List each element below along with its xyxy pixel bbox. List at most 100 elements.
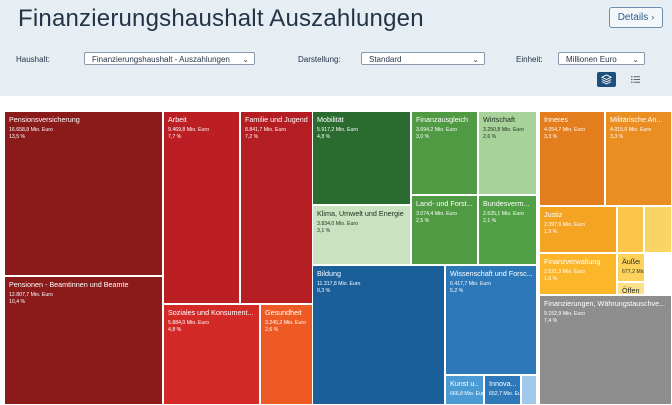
tile-percent: 4,8 % — [317, 134, 331, 140]
treemap-tile[interactable]: Arbeit 9.469,8 Mio. Euro 7,7 % — [163, 111, 240, 304]
tile-value: 9.152,9 Mio. Euro — [544, 311, 585, 317]
tile-percent: 2,1 % — [483, 218, 497, 224]
tile-name: Inneres — [544, 115, 568, 124]
tile-name: Finanzverwaltung — [544, 257, 601, 266]
treemap-tile[interactable]: Finanzierungen, Währungstauschve... 9.152… — [539, 295, 672, 405]
tile-name: Pensionen - Beamtinnen und Beamte — [9, 280, 129, 289]
layers-icon — [601, 74, 612, 85]
treemap-tile[interactable]: Innova... 652,7 Mio. Euro — [484, 375, 521, 405]
tile-value: 2.635,1 Mio. Euro — [483, 211, 524, 217]
tile-percent: 3,1 % — [317, 228, 331, 234]
haushalt-select[interactable]: Finanzierungshaushalt - Auszahlungen ⌄ — [84, 52, 255, 65]
treemap-tile[interactable]: Bildung 11.317,8 Mio. Euro 9,3 % — [312, 265, 445, 405]
tile-percent: 2,5 % — [416, 218, 430, 224]
treemap-tile[interactable]: Finanzausgleich 3.694,2 Mio. Euro 3,0 % — [411, 111, 478, 195]
darstellung-select-value: Standard — [369, 55, 402, 64]
tile-value: 3.834,0 Mio. Euro — [317, 221, 358, 227]
treemap-tile[interactable]: Äußeres 677,2 Mio. Euro — [617, 253, 645, 282]
tile-percent: 7,2 % — [245, 134, 259, 140]
chevron-down-icon: ⌄ — [242, 55, 249, 64]
tile-value: 2.021,3 Mio. Euro — [544, 269, 585, 275]
tile-value: 3.245,2 Mio. Euro — [265, 320, 306, 326]
tile-percent: 7,4 % — [544, 318, 558, 324]
treemap-tile[interactable]: Öffentl... — [617, 282, 645, 295]
treemap-tile[interactable]: Pensionsversicherung 16.658,8 Mio. Euro 13… — [4, 111, 163, 276]
details-button[interactable]: Details › — [609, 7, 663, 28]
tile-percent: 1,9 % — [544, 229, 558, 235]
treemap-tile[interactable]: Inneres 4.054,7 Mio. Euro 3,3 % — [539, 111, 605, 206]
tile-value: 6.417,7 Mio. Euro — [450, 281, 491, 287]
tile-value: 4.054,7 Mio. Euro — [544, 127, 585, 133]
tile-value: 677,2 Mio. Euro — [622, 269, 645, 275]
page-header: Finanzierungshaushalt Auszahlungen Detai… — [0, 0, 672, 96]
tile-value: 5.884,0 Mio. Euro — [168, 320, 209, 326]
tile-value: 11.317,8 Mio. Euro — [317, 281, 361, 287]
tile-name: Wissenschaft und Forsc... — [450, 269, 532, 278]
tile-value: 16.658,8 Mio. Euro — [9, 127, 53, 133]
treemap-tile[interactable]: Land- und Forst... 3.074,4 Mio. Euro 2,5 % — [411, 195, 478, 265]
tile-percent: 4,8 % — [168, 327, 182, 333]
tile-value: 2.397,9 Mio. Euro — [544, 222, 585, 228]
treemap-tile[interactable]: Militärische An... 4.015,0 Mio. Euro 3,3 % — [605, 111, 672, 206]
chevron-down-icon: ⌄ — [632, 55, 639, 64]
darstellung-select[interactable]: Standard ⌄ — [361, 52, 485, 65]
tile-percent: 5,2 % — [450, 288, 464, 294]
tile-value: 652,7 Mio. Euro — [489, 391, 521, 397]
tile-percent: 1,6 % — [544, 276, 558, 282]
treemap-tile[interactable]: Wissenschaft und Forsc... 6.417,7 Mio. Eu… — [445, 265, 537, 375]
tile-value: 8.841,7 Mio. Euro — [245, 127, 286, 133]
treemap-view-button[interactable] — [597, 72, 616, 87]
haushalt-select-value: Finanzierungshaushalt - Auszahlungen — [92, 55, 230, 64]
list-view-button[interactable] — [626, 72, 645, 87]
einheit-select-value: Millionen Euro — [566, 55, 617, 64]
tile-name: Finanzausgleich — [416, 115, 468, 124]
tile-name: Justiz — [544, 210, 563, 219]
tile-name: Bildung — [317, 269, 341, 278]
tile-name: Klima, Umwelt und Energie — [317, 209, 404, 218]
tile-percent: 13,5 % — [9, 134, 26, 140]
tile-value: 3.694,2 Mio. Euro — [416, 127, 457, 133]
treemap-tile[interactable]: Bundesverm... 2.635,1 Mio. Euro 2,1 % — [478, 195, 537, 265]
treemap-tile[interactable] — [617, 206, 644, 253]
tile-percent: 7,7 % — [168, 134, 182, 140]
treemap-tile[interactable]: Mobilität 5.917,2 Mio. Euro 4,8 % — [312, 111, 411, 205]
chevron-down-icon: ⌄ — [472, 55, 479, 64]
einheit-select[interactable]: Millionen Euro ⌄ — [558, 52, 645, 65]
tile-name: Mobilität — [317, 115, 344, 124]
treemap-tile[interactable]: Gesundheit 3.245,2 Mio. Euro 2,6 % — [260, 304, 314, 405]
treemap-tile[interactable]: Pensionen - Beamtinnen und Beamte 12.807,… — [4, 276, 163, 405]
treemap-tile[interactable] — [521, 375, 537, 405]
tile-percent: 3,0 % — [416, 134, 430, 140]
treemap-tile[interactable]: Finanzverwaltung 2.021,3 Mio. Euro 1,6 % — [539, 253, 617, 295]
tile-value: 12.807,7 Mio. Euro — [9, 292, 53, 298]
tile-name: Öffentl... — [622, 286, 640, 295]
treemap-tile[interactable]: Familie und Jugend 8.841,7 Mio. Euro 7,2 % — [240, 111, 314, 304]
tile-name: Arbeit — [168, 115, 187, 124]
tile-name: Soziales und Konsument... — [168, 308, 254, 317]
details-button-label: Details — [617, 12, 649, 23]
treemap-tile[interactable]: Wirtschaft 3.250,8 Mio. Euro 2,6 % — [478, 111, 537, 195]
treemap-tile[interactable]: Justiz 2.397,9 Mio. Euro 1,9 % — [539, 206, 617, 253]
tile-value: 9.469,8 Mio. Euro — [168, 127, 209, 133]
darstellung-label: Darstellung: — [298, 55, 341, 64]
tile-name: Bundesverm... — [483, 199, 530, 208]
tile-value: 666,8 Mio. Euro — [450, 391, 484, 397]
tile-value: 3.250,8 Mio. Euro — [483, 127, 524, 133]
treemap-tile[interactable] — [644, 206, 672, 253]
tile-name: Wirtschaft — [483, 115, 515, 124]
tile-name: Äußeres — [622, 257, 640, 266]
treemap-tile[interactable]: Kunst u... 666,8 Mio. Euro — [445, 375, 484, 405]
tile-percent: 10,4 % — [9, 299, 26, 305]
page-title: Finanzierungshaushalt Auszahlungen — [18, 5, 424, 32]
list-icon — [631, 76, 641, 83]
tile-name: Kunst u... — [450, 379, 479, 388]
chevron-right-icon: › — [651, 12, 655, 22]
tile-name: Land- und Forst... — [416, 199, 473, 208]
tile-value: 5.917,2 Mio. Euro — [317, 127, 358, 133]
treemap-tile[interactable]: Klima, Umwelt und Energie 3.834,0 Mio. Eu… — [312, 205, 411, 265]
tile-name: Finanzierungen, Währungstauschve... — [544, 299, 666, 308]
tile-percent: 3,3 % — [610, 134, 624, 140]
tile-name: Gesundheit — [265, 308, 302, 317]
treemap-tile[interactable]: Soziales und Konsument... 5.884,0 Mio. Eu… — [163, 304, 260, 405]
tile-percent: 3,3 % — [544, 134, 558, 140]
